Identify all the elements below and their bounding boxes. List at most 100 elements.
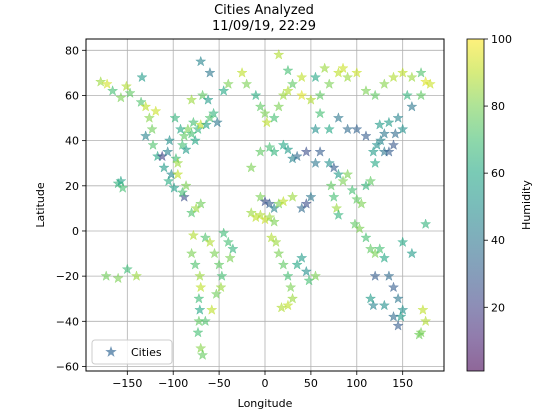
city-point	[199, 231, 212, 243]
y-tick-label: 60	[65, 89, 79, 102]
city-point	[95, 75, 107, 87]
city-point	[300, 265, 312, 277]
x-tick-label: −150	[112, 377, 142, 390]
city-point	[332, 112, 345, 123]
city-point	[286, 292, 299, 304]
city-point	[213, 258, 225, 270]
city-point	[115, 175, 127, 187]
city-point	[273, 100, 285, 112]
city-point	[261, 116, 273, 128]
city-point	[270, 236, 282, 248]
city-point	[360, 231, 372, 243]
city-point	[259, 107, 271, 119]
city-point	[204, 236, 216, 248]
city-point	[121, 263, 133, 275]
city-point	[176, 186, 189, 198]
city-point	[172, 168, 184, 180]
city-point	[254, 100, 267, 112]
city-point	[387, 281, 400, 293]
city-point	[374, 243, 386, 254]
city-point	[330, 202, 343, 214]
city-point	[325, 179, 337, 191]
city-point	[245, 206, 257, 218]
city-point	[387, 71, 400, 83]
city-point	[185, 94, 198, 105]
city-point	[162, 145, 174, 157]
city-point	[189, 134, 201, 146]
x-tick-label: 150	[392, 377, 413, 390]
legend-star-icon	[105, 346, 117, 357]
city-point	[193, 292, 205, 304]
city-point	[328, 191, 340, 202]
city-point	[351, 193, 363, 205]
city-point	[282, 270, 294, 281]
city-point	[143, 112, 156, 123]
x-tick-label: −100	[158, 377, 188, 390]
city-point	[273, 48, 285, 60]
city-point	[296, 252, 308, 263]
city-point	[199, 315, 212, 327]
city-point	[178, 130, 190, 141]
city-point	[172, 157, 184, 169]
colorbar-tick-label: 100	[491, 33, 512, 46]
city-point	[222, 78, 234, 89]
city-point	[369, 270, 381, 281]
city-point	[314, 107, 326, 119]
city-point	[392, 292, 404, 304]
x-tick-label: 100	[346, 377, 367, 390]
city-point	[206, 304, 218, 315]
city-point	[332, 168, 345, 180]
city-point	[277, 195, 290, 207]
city-point	[351, 123, 363, 135]
city-point	[314, 145, 326, 157]
city-point	[218, 84, 230, 96]
city-point	[406, 100, 418, 112]
city-point	[187, 116, 200, 128]
city-point	[196, 89, 209, 101]
city-point	[367, 299, 379, 311]
city-point	[341, 123, 354, 135]
city-point	[383, 116, 395, 128]
city-point	[224, 252, 236, 263]
city-point	[168, 182, 180, 193]
legend: Cities	[91, 339, 173, 365]
city-point	[268, 215, 280, 227]
city-point	[250, 89, 262, 101]
city-point	[401, 89, 413, 101]
city-point	[300, 197, 312, 209]
city-point	[397, 304, 409, 315]
grid	[86, 39, 444, 371]
city-point	[397, 66, 409, 78]
colorbar-ticks: 20 40 60 80 100	[484, 33, 512, 314]
colorbar-tick-label: 60	[491, 167, 505, 180]
city-point	[169, 112, 181, 123]
city-point	[415, 89, 427, 101]
city-point	[170, 152, 182, 164]
city-point	[195, 281, 207, 293]
city-point	[383, 145, 395, 157]
city-point	[124, 87, 136, 99]
city-point	[150, 105, 162, 117]
city-point	[117, 182, 129, 193]
city-point	[277, 139, 290, 150]
city-point	[419, 218, 432, 230]
x-tick-label: 0	[262, 377, 269, 390]
city-point	[291, 150, 303, 162]
city-point	[309, 71, 322, 83]
city-point	[355, 197, 368, 209]
city-point	[378, 299, 391, 311]
city-point	[139, 130, 152, 141]
colorbar-frame	[466, 38, 485, 372]
city-point	[392, 319, 404, 331]
city-point	[254, 209, 267, 220]
colorbar-gradient	[467, 39, 484, 371]
city-point	[265, 231, 278, 243]
city-point	[202, 94, 214, 105]
city-point	[378, 78, 391, 89]
city-point	[282, 299, 294, 311]
city-point	[106, 84, 119, 96]
city-point	[364, 292, 377, 304]
city-point	[413, 328, 425, 340]
city-point	[222, 236, 234, 248]
city-point	[130, 270, 143, 281]
